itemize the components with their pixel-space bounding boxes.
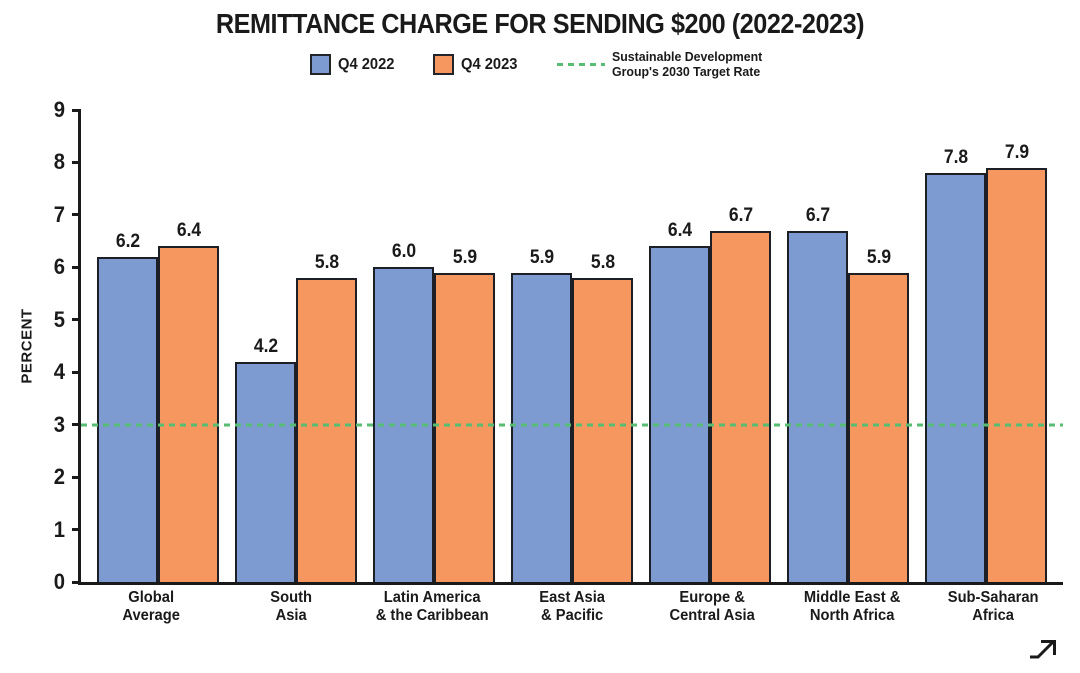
y-tick-label: 4 <box>53 359 65 385</box>
category-label: Europe & Central Asia <box>669 589 755 624</box>
bar-q4-2023: 6.4 <box>158 220 219 582</box>
y-tick: 2 <box>39 466 81 488</box>
bar-q4-2022: 7.8 <box>925 147 986 582</box>
bar-value-label: 6.2 <box>115 230 140 252</box>
bar-group: 6.4 6.7 <box>649 110 771 582</box>
bar-value-label: 6.0 <box>391 241 416 263</box>
bar-q4-2023: 5.9 <box>434 247 495 582</box>
legend-item-q4-2022: Q4 2022 <box>310 54 399 76</box>
y-tick: 3 <box>39 411 81 437</box>
y-tick-mark <box>72 423 81 427</box>
bar-q4-2022: 6.2 <box>97 231 158 582</box>
category-label: East Asia & Pacific <box>539 589 605 624</box>
y-tick: 9 <box>39 99 81 121</box>
legend-label-q4-2023: Q4 2023 <box>461 55 518 73</box>
y-tick: 7 <box>39 201 81 227</box>
y-tick-label: 9 <box>53 97 65 122</box>
bar-group: 5.9 5.8 <box>511 110 633 582</box>
bar-group: 6.0 5.9 <box>373 110 495 582</box>
y-tick-mark <box>72 160 81 164</box>
y-tick-label: 8 <box>53 149 65 175</box>
bar-value-label: 5.8 <box>314 251 339 273</box>
legend-label-q4-2022: Q4 2022 <box>338 55 395 73</box>
bar-value-label: 5.9 <box>866 246 891 268</box>
y-tick: 4 <box>39 361 81 383</box>
y-tick: 8 <box>39 151 81 173</box>
y-tick-label: 3 <box>53 411 65 437</box>
bar-q4-2023: 5.8 <box>572 252 633 582</box>
y-tick-mark <box>72 475 81 479</box>
legend-item-target-rate: Sustainable Development Group's 2030 Tar… <box>556 49 770 80</box>
y-tick: 6 <box>39 256 81 278</box>
bar-value-label: 4.2 <box>253 335 278 357</box>
y-tick-mark <box>72 213 81 217</box>
category-label: South Asia <box>270 589 313 624</box>
chart-title: REMITTANCE CHARGE FOR SENDING $200 (2022… <box>215 8 865 39</box>
bar-q4-2022: 6.4 <box>649 220 710 582</box>
y-axis <box>78 110 81 585</box>
arrow-up-right-icon[interactable] <box>1028 635 1058 660</box>
bar-q4-2023: 5.9 <box>848 247 909 582</box>
y-tick-mark <box>72 265 81 269</box>
bar-groups: 6.2 6.4 4.2 5.8 6.0 5.9 5.9 5.8 6.4 6.7 6.7 5.9 7.8 7… <box>81 110 1063 582</box>
bar-q4-2022: 6.7 <box>787 205 848 582</box>
bar-q4-2022: 5.9 <box>511 247 572 582</box>
bar-group: 6.7 5.9 <box>787 110 909 582</box>
bar-value-label: 6.7 <box>805 204 830 226</box>
legend-target-dash-icon <box>556 63 605 67</box>
y-tick-label: 1 <box>53 516 65 542</box>
category-label: Global Average <box>122 589 180 624</box>
y-tick-mark <box>72 580 81 584</box>
bar-value-label: 5.9 <box>452 246 477 268</box>
legend-target-label: Sustainable Development Group's 2030 Tar… <box>611 49 763 79</box>
legend-item-q4-2023: Q4 2023 <box>433 54 522 76</box>
y-tick: 0 <box>39 571 81 593</box>
bar-value-label: 7.8 <box>943 146 968 168</box>
bar-value-label: 6.7 <box>728 204 753 226</box>
y-tick-label: 5 <box>53 306 65 332</box>
legend-swatch-q4-2022 <box>310 54 331 76</box>
bar-q4-2023: 6.7 <box>710 205 771 582</box>
bar-value-label: 5.9 <box>529 246 554 268</box>
x-axis <box>78 582 1063 585</box>
legend: Q4 2022 Q4 2023 Sustainable Development … <box>0 49 1080 80</box>
bar-group: 4.2 5.8 <box>235 110 357 582</box>
legend-swatch-q4-2023 <box>433 54 455 76</box>
y-tick-label: 6 <box>53 254 65 280</box>
bar-q4-2022: 4.2 <box>235 336 296 582</box>
y-tick-label: 7 <box>53 201 65 227</box>
bar-group: 7.8 7.9 <box>925 110 1047 582</box>
y-tick-mark <box>72 318 81 322</box>
y-tick-mark <box>72 108 81 112</box>
y-axis-title: PERCENT <box>18 308 36 384</box>
y-tick-label: 2 <box>53 464 65 490</box>
x-axis-labels: Global Average South Asia Latin America & … <box>81 589 1063 624</box>
y-tick-label: 0 <box>53 569 65 594</box>
category-label: Sub-Saharan Africa <box>947 589 1039 624</box>
y-tick: 1 <box>39 516 81 542</box>
target-line <box>81 423 1063 427</box>
bar-q4-2023: 7.9 <box>986 142 1047 582</box>
y-tick-mark <box>72 370 81 374</box>
y-tick-mark <box>72 528 81 532</box>
bar-value-label: 5.8 <box>590 251 615 273</box>
bar-group: 6.2 6.4 <box>97 110 219 582</box>
category-label: Middle East & North Africa <box>804 589 901 624</box>
bar-value-label: 6.4 <box>667 220 692 242</box>
category-label: Latin America & the Caribbean <box>375 589 489 624</box>
bar-value-label: 7.9 <box>1004 141 1029 163</box>
y-tick: 5 <box>39 306 81 332</box>
bar-value-label: 6.4 <box>176 220 201 242</box>
bar-q4-2023: 5.8 <box>296 252 357 582</box>
